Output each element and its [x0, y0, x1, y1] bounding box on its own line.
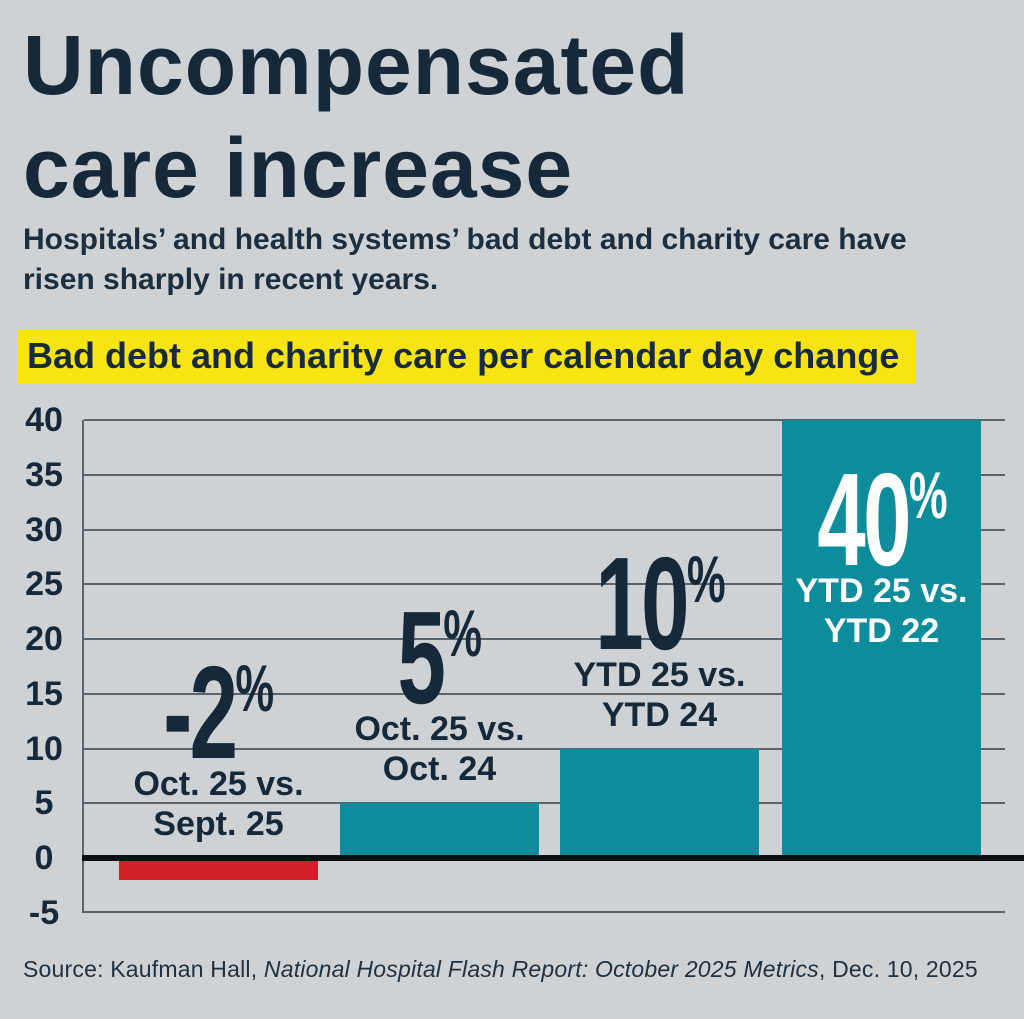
- percent-sign: %: [686, 541, 726, 616]
- bar-sublabel-4-2: YTD 22: [823, 612, 940, 650]
- bar-value-4: 40%: [816, 446, 948, 593]
- chart-bar-2: [340, 803, 539, 859]
- chart-bar-3: [560, 748, 759, 859]
- percent-sign: %: [443, 596, 483, 671]
- bar-sublabel-2-2: Oct. 24: [382, 750, 497, 789]
- percent-sign: %: [235, 651, 275, 726]
- source-prefix: Source: Kaufman Hall,: [23, 956, 264, 982]
- gridline-10: [84, 747, 1005, 750]
- bar-sublabel-3-1: YTD 25 vs.: [573, 655, 746, 694]
- y-tick-40: 40: [25, 401, 63, 439]
- chart-bar-4: [782, 420, 981, 859]
- zero-axis-line: [82, 855, 1024, 862]
- gridline-40: [84, 419, 1005, 421]
- gridline-15: [84, 692, 1005, 695]
- bar-sublabel-1-1: Oct. 25 vs.: [133, 765, 304, 804]
- gridline--5: [84, 911, 1005, 913]
- gridline-20: [84, 638, 1005, 641]
- y-tick-5: 5: [34, 784, 54, 823]
- y-tick-20: 20: [25, 620, 63, 659]
- chart-bar-1: [119, 861, 318, 881]
- bar-sublabel-4-1: YTD 25 vs.: [795, 572, 968, 610]
- bar-sublabel-1-2: Sept. 25: [153, 805, 284, 844]
- bar-sublabel-2-1: Oct. 25 vs.: [354, 710, 525, 749]
- bar-value-1: -2%: [163, 639, 275, 787]
- bar-label-1: -2% Oct. 25 vs. Sept. 25: [79, 637, 359, 844]
- page-subtitle: Hospitals’ and health systems’ bad debt …: [23, 220, 907, 300]
- page-title: Uncompensated care increase: [23, 14, 689, 220]
- bar-label-3: 10% YTD 25 vs. YTD 24: [520, 528, 800, 735]
- y-tick-15: 15: [25, 674, 63, 713]
- gridline-5: [84, 802, 1005, 805]
- y-tick-10: 10: [25, 729, 63, 768]
- gridline-35: [84, 473, 1005, 476]
- gridline-30: [84, 528, 1005, 531]
- page-subtitle-line-2: risen sharply in recent years.: [23, 263, 439, 296]
- y-tick--5: -5: [28, 894, 60, 932]
- bar-value-3: 10%: [594, 529, 726, 677]
- page-title-line-2: care increase: [23, 121, 574, 215]
- y-tick-35: 35: [25, 455, 63, 494]
- bar-label-4: 40% YTD 25 vs. YTD 22: [742, 444, 1022, 651]
- bar-sublabel-3-2: YTD 24: [601, 695, 718, 734]
- gridline-25: [84, 583, 1005, 586]
- percent-sign: %: [908, 458, 948, 532]
- y-tick-25: 25: [25, 565, 63, 604]
- bar-value-2: 5%: [397, 584, 483, 732]
- bar-label-2: 5% Oct. 25 vs. Oct. 24: [300, 582, 580, 789]
- source-line: Source: Kaufman Hall, National Hospital …: [23, 956, 978, 983]
- source-report-name: National Hospital Flash Report: October …: [263, 956, 819, 982]
- page-title-line-1: Uncompensated: [23, 18, 690, 112]
- page-subtitle-line-1: Hospitals’ and health systems’ bad debt …: [23, 223, 907, 256]
- source-suffix: , Dec. 10, 2025: [818, 956, 978, 982]
- y-tick-0: 0: [34, 839, 54, 878]
- chart-title-highlight: Bad debt and charity care per calendar d…: [17, 330, 916, 384]
- y-tick-30: 30: [25, 510, 63, 549]
